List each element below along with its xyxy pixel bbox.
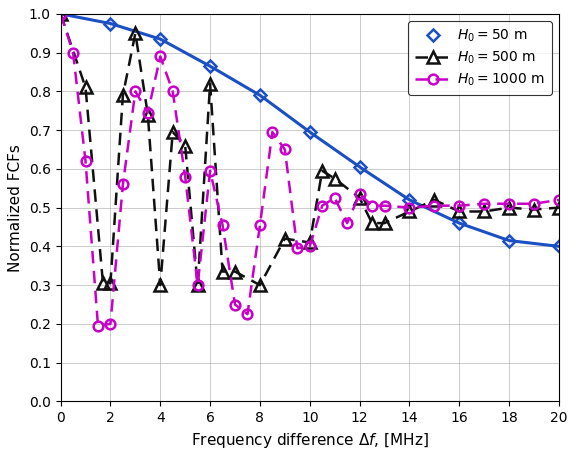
$H_0 = 50$ m <box>356 164 363 169</box>
$H_0 = 1000$ m <box>406 205 413 210</box>
Line: $H_0 = 500$ m: $H_0 = 500$ m <box>55 8 564 291</box>
$H_0 = 500$ m <box>107 280 114 286</box>
$H_0 = 1000$ m <box>182 174 189 180</box>
$H_0 = 500$ m <box>406 209 413 214</box>
$H_0 = 500$ m <box>57 11 64 16</box>
$H_0 = 500$ m <box>319 168 325 174</box>
$H_0 = 1000$ m <box>94 323 101 328</box>
$H_0 = 500$ m <box>530 207 537 213</box>
$H_0 = 500$ m <box>306 240 313 245</box>
$H_0 = 50$ m <box>506 238 513 243</box>
$H_0 = 1000$ m <box>244 311 251 317</box>
$H_0 = 1000$ m <box>219 222 226 228</box>
$H_0 = 500$ m <box>219 269 226 274</box>
$H_0 = 500$ m <box>555 205 562 210</box>
$H_0 = 500$ m <box>100 280 107 286</box>
$H_0 = 500$ m <box>369 220 376 226</box>
$H_0 = 1000$ m <box>132 88 139 94</box>
$H_0 = 500$ m <box>481 209 488 214</box>
$H_0 = 50$ m <box>555 244 562 249</box>
$H_0 = 1000$ m <box>57 11 64 16</box>
$H_0 = 500$ m <box>356 195 363 201</box>
$H_0 = 500$ m <box>232 269 238 274</box>
$H_0 = 1000$ m <box>530 201 537 207</box>
$H_0 = 1000$ m <box>356 191 363 197</box>
$H_0 = 1000$ m <box>481 201 488 207</box>
$H_0 = 1000$ m <box>331 195 338 201</box>
$H_0 = 500$ m <box>256 283 263 288</box>
$H_0 = 50$ m <box>157 36 164 42</box>
$H_0 = 50$ m <box>406 197 413 202</box>
X-axis label: Frequency difference $\Delta f$, [MHz]: Frequency difference $\Delta f$, [MHz] <box>191 431 429 450</box>
$H_0 = 500$ m <box>431 197 438 202</box>
$H_0 = 1000$ m <box>107 321 114 327</box>
$H_0 = 50$ m <box>107 21 114 26</box>
$H_0 = 1000$ m <box>456 203 463 208</box>
$H_0 = 500$ m <box>207 81 214 87</box>
$H_0 = 1000$ m <box>306 244 313 249</box>
$H_0 = 500$ m <box>82 85 89 90</box>
$H_0 = 500$ m <box>456 209 463 214</box>
$H_0 = 1000$ m <box>256 222 263 228</box>
$H_0 = 50$ m <box>207 63 214 69</box>
$H_0 = 1000$ m <box>344 220 351 226</box>
$H_0 = 500$ m <box>506 205 513 210</box>
$H_0 = 500$ m <box>182 143 189 148</box>
$H_0 = 500$ m <box>145 112 151 117</box>
$H_0 = 1000$ m <box>431 203 438 208</box>
$H_0 = 1000$ m <box>157 54 164 59</box>
$H_0 = 50$ m <box>57 11 64 16</box>
$H_0 = 500$ m <box>194 283 201 288</box>
$H_0 = 50$ m <box>456 220 463 226</box>
$H_0 = 1000$ m <box>232 302 238 307</box>
$H_0 = 1000$ m <box>319 203 325 208</box>
$H_0 = 1000$ m <box>70 50 77 55</box>
$H_0 = 1000$ m <box>194 283 201 288</box>
$H_0 = 50$ m <box>306 129 313 135</box>
$H_0 = 1000$ m <box>506 201 513 207</box>
Y-axis label: Normalized FCFs: Normalized FCFs <box>8 144 24 272</box>
Line: $H_0 = 50$ m: $H_0 = 50$ m <box>56 10 563 251</box>
$H_0 = 1000$ m <box>119 182 126 187</box>
$H_0 = 500$ m <box>381 220 388 226</box>
$H_0 = 500$ m <box>132 31 139 36</box>
$H_0 = 500$ m <box>282 236 289 241</box>
$H_0 = 1000$ m <box>555 197 562 202</box>
$H_0 = 1000$ m <box>169 88 176 94</box>
$H_0 = 1000$ m <box>269 129 276 135</box>
$H_0 = 500$ m <box>157 283 164 288</box>
Legend: $H_0 = 50$ m, $H_0 = 500$ m, $H_0 = 1000$ m: $H_0 = 50$ m, $H_0 = 500$ m, $H_0 = 1000… <box>408 21 552 95</box>
$H_0 = 500$ m <box>331 176 338 181</box>
$H_0 = 1000$ m <box>294 245 301 251</box>
$H_0 = 1000$ m <box>381 203 388 208</box>
$H_0 = 500$ m <box>119 93 126 98</box>
$H_0 = 1000$ m <box>82 158 89 164</box>
Line: $H_0 = 1000$ m: $H_0 = 1000$ m <box>56 9 564 331</box>
$H_0 = 1000$ m <box>145 110 151 115</box>
$H_0 = 1000$ m <box>207 168 214 174</box>
$H_0 = 50$ m <box>256 93 263 98</box>
$H_0 = 1000$ m <box>369 203 376 208</box>
$H_0 = 500$ m <box>169 129 176 135</box>
$H_0 = 1000$ m <box>282 147 289 152</box>
